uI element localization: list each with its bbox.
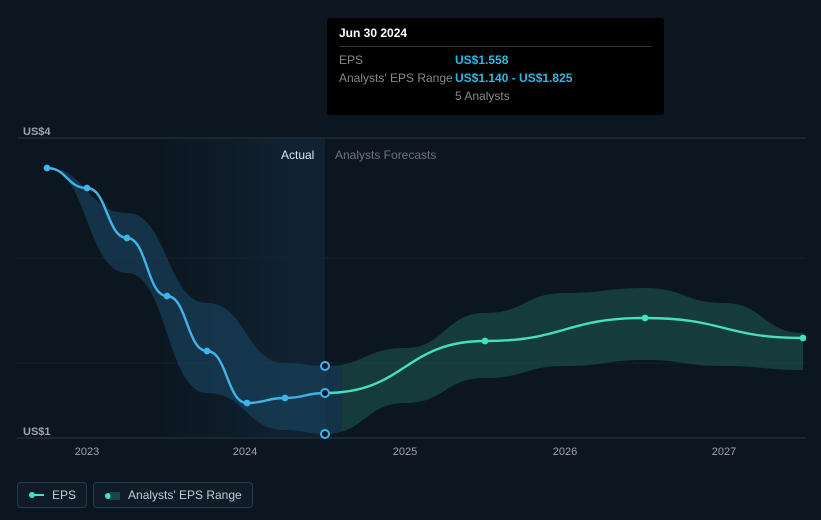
section-label-actual: Actual — [281, 148, 314, 162]
x-axis-label: 2024 — [233, 446, 257, 458]
legend-label-range: Analysts' EPS Range — [128, 488, 242, 502]
x-axis-label: 2027 — [712, 446, 736, 458]
chart-svg — [17, 126, 806, 446]
x-axis-label: 2023 — [75, 446, 99, 458]
tooltip-eps-value: US$1.558 — [455, 53, 508, 67]
legend: EPS Analysts' EPS Range — [17, 482, 253, 508]
eps-chart[interactable]: US$4US$120232024202520262027ActualAnalys… — [17, 126, 806, 436]
x-axis-label: 2025 — [393, 446, 417, 458]
x-axis-label: 2026 — [553, 446, 577, 458]
y-axis-label: US$1 — [23, 426, 51, 438]
legend-item-range[interactable]: Analysts' EPS Range — [93, 482, 253, 508]
tooltip-spacer — [339, 89, 455, 103]
tooltip-analysts: 5 Analysts — [455, 89, 510, 103]
tooltip-eps-label: EPS — [339, 53, 455, 67]
tooltip-date: Jun 30 2024 — [339, 26, 652, 47]
tooltip-range-label: Analysts' EPS Range — [339, 71, 455, 85]
tooltip: Jun 30 2024 EPS US$1.558 Analysts' EPS R… — [327, 18, 664, 115]
section-label-forecasts: Analysts Forecasts — [335, 148, 436, 162]
legend-swatch-range — [104, 492, 120, 498]
tooltip-range-value: US$1.140 - US$1.825 — [455, 71, 572, 85]
legend-swatch-eps — [28, 492, 44, 498]
legend-item-eps[interactable]: EPS — [17, 482, 87, 508]
legend-label-eps: EPS — [52, 488, 76, 502]
y-axis-label: US$4 — [23, 126, 51, 138]
